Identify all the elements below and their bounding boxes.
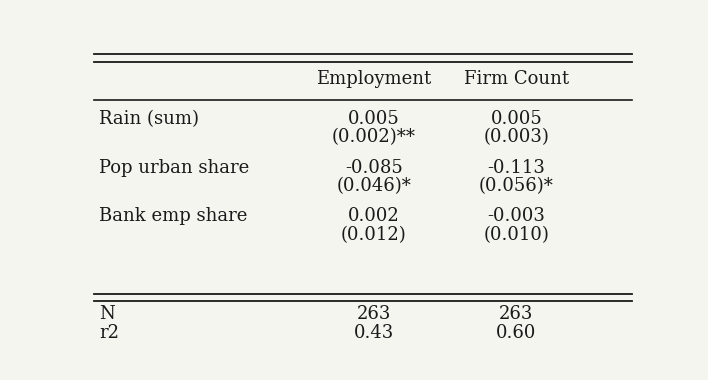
Text: Firm Count: Firm Count	[464, 70, 569, 88]
Text: Rain (sum): Rain (sum)	[99, 110, 200, 128]
Text: (0.010): (0.010)	[484, 226, 549, 244]
Text: Bank emp share: Bank emp share	[99, 207, 248, 225]
Text: Pop urban share: Pop urban share	[99, 158, 250, 177]
Text: (0.012): (0.012)	[341, 226, 406, 244]
Text: -0.085: -0.085	[345, 158, 403, 177]
Text: 0.005: 0.005	[491, 110, 542, 128]
Text: -0.003: -0.003	[488, 207, 545, 225]
Text: N: N	[99, 305, 115, 323]
Text: (0.056)*: (0.056)*	[479, 177, 554, 195]
Text: r2: r2	[99, 324, 120, 342]
Text: 263: 263	[499, 305, 534, 323]
Text: 0.43: 0.43	[354, 324, 394, 342]
Text: (0.003): (0.003)	[484, 128, 549, 146]
Text: 0.60: 0.60	[496, 324, 537, 342]
Text: -0.113: -0.113	[488, 158, 545, 177]
Text: (0.046)*: (0.046)*	[336, 177, 411, 195]
Text: 0.002: 0.002	[348, 207, 400, 225]
Text: (0.002)**: (0.002)**	[332, 128, 416, 146]
Text: Employment: Employment	[316, 70, 431, 88]
Text: 263: 263	[357, 305, 391, 323]
Text: 0.005: 0.005	[348, 110, 400, 128]
